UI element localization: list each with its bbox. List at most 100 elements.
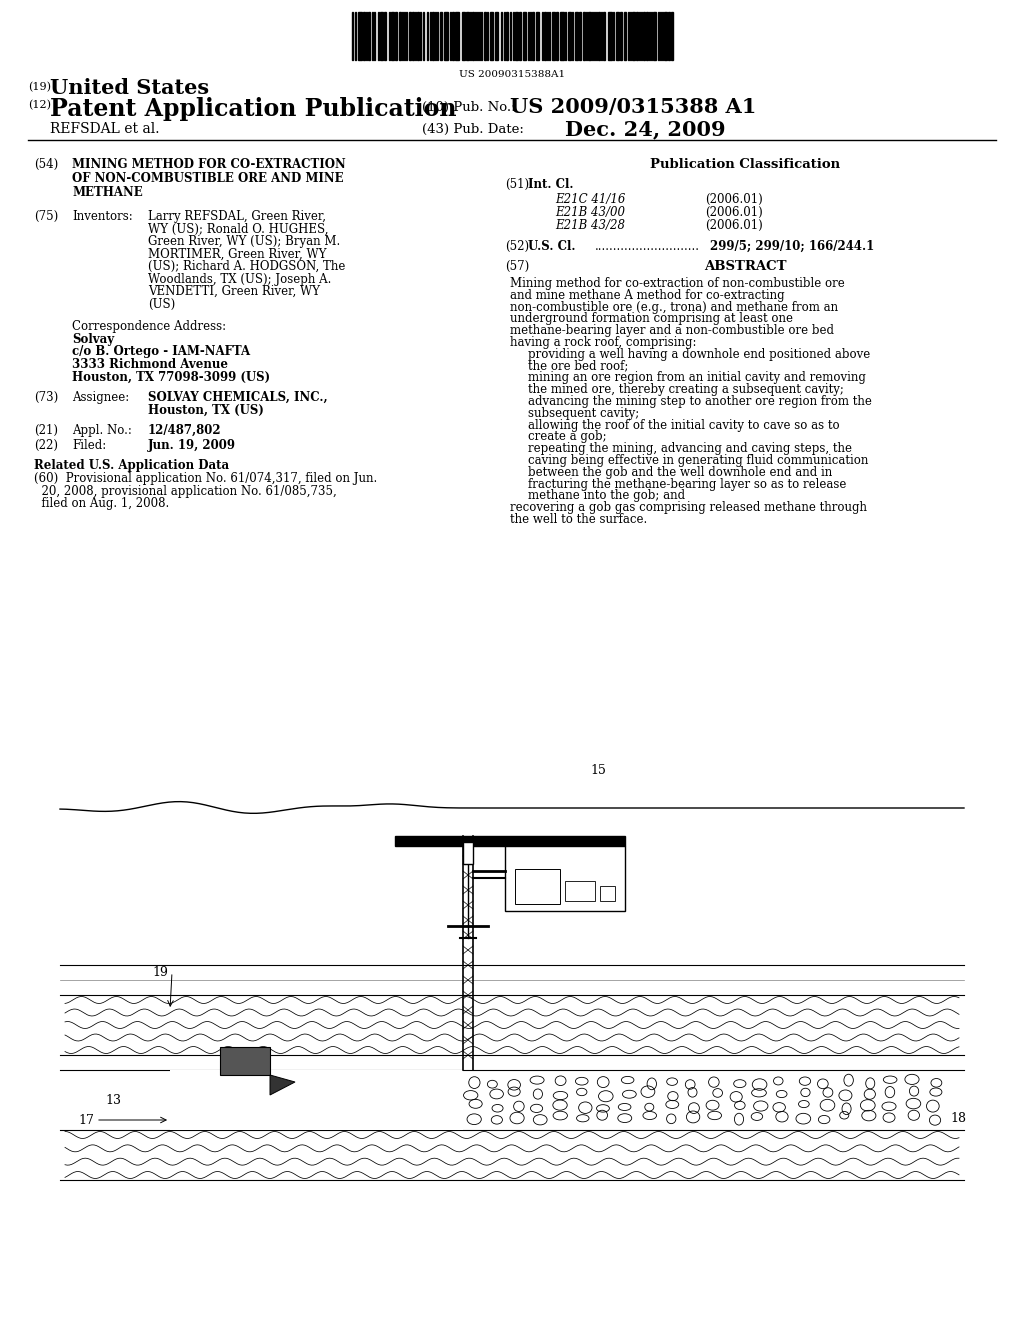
Text: (75): (75) [34, 210, 58, 223]
Text: subsequent cavity;: subsequent cavity; [528, 407, 639, 420]
Text: United States: United States [50, 78, 209, 98]
Text: Patent Application Publication: Patent Application Publication [50, 96, 457, 121]
Text: Int. Cl.: Int. Cl. [528, 178, 573, 191]
Bar [671, 12, 673, 59]
Bar [170, 1071, 463, 1130]
Bar [519, 12, 521, 59]
Bar [575, 12, 578, 59]
Bar [568, 12, 571, 59]
Bar [395, 12, 397, 59]
Text: US 2009/0315388 A1: US 2009/0315388 A1 [510, 96, 757, 117]
Text: repeating the mining, advancing and caving steps, the: repeating the mining, advancing and cavi… [528, 442, 852, 455]
Text: Green River, WY (US); Bryan M.: Green River, WY (US); Bryan M. [148, 235, 340, 248]
Text: E21B 43/28: E21B 43/28 [555, 219, 625, 232]
Text: REFSDAL et al.: REFSDAL et al. [50, 121, 160, 136]
Bar [523, 12, 526, 59]
Bar [384, 12, 386, 59]
Text: the mined ore, thereby creating a subsequent cavity;: the mined ore, thereby creating a subseq… [528, 383, 844, 396]
Bar [598, 12, 600, 59]
Text: between the gob and the well downhole end and in: between the gob and the well downhole en… [528, 466, 833, 479]
Text: 18: 18 [950, 1111, 966, 1125]
Text: 15: 15 [590, 763, 606, 776]
Text: advancing the mining step to another ore region from the: advancing the mining step to another ore… [528, 395, 871, 408]
Text: 16: 16 [220, 1078, 236, 1092]
Text: methane into the gob; and: methane into the gob; and [528, 490, 685, 503]
Text: (US): (US) [148, 297, 175, 310]
Text: 20, 2008, provisional application No. 61/085,735,: 20, 2008, provisional application No. 61… [34, 484, 337, 498]
Text: E21C 41/16: E21C 41/16 [555, 193, 626, 206]
Bar [515, 869, 560, 904]
Bar [556, 12, 558, 59]
Bar [632, 12, 635, 59]
Bar [466, 12, 469, 59]
Text: (12): (12) [28, 100, 51, 111]
Text: allowing the roof of the initial cavity to cave so as to: allowing the roof of the initial cavity … [528, 418, 840, 432]
Bar [624, 12, 626, 59]
Bar [362, 12, 365, 59]
Text: Correspondence Address:: Correspondence Address: [72, 319, 226, 333]
Bar [399, 12, 401, 59]
Text: (57): (57) [505, 260, 529, 273]
Text: E21B 43/00: E21B 43/00 [555, 206, 625, 219]
Bar [495, 12, 498, 59]
Bar [552, 12, 555, 59]
Text: Dec. 24, 2009: Dec. 24, 2009 [565, 119, 726, 139]
Text: caving being effective in generating fluid communication: caving being effective in generating flu… [528, 454, 868, 467]
Text: MINING METHOD FOR CO-EXTRACTION: MINING METHOD FOR CO-EXTRACTION [72, 158, 346, 172]
Text: Solvay: Solvay [72, 333, 114, 346]
Text: Appl. No.:: Appl. No.: [72, 424, 132, 437]
Text: 3333 Richmond Avenue: 3333 Richmond Avenue [72, 358, 228, 371]
Text: Larry REFSDAL, Green River,: Larry REFSDAL, Green River, [148, 210, 326, 223]
Bar [565, 880, 595, 902]
Text: Inventors:: Inventors: [72, 210, 133, 223]
Bar [532, 12, 534, 59]
Text: filed on Aug. 1, 2008.: filed on Aug. 1, 2008. [34, 498, 169, 510]
Bar [417, 12, 419, 59]
Bar [463, 842, 473, 865]
Text: Houston, TX 77098-3099 (US): Houston, TX 77098-3099 (US) [72, 371, 270, 384]
Text: non-combustible ore (e.g., trona) and methane from an: non-combustible ore (e.g., trona) and me… [510, 301, 838, 314]
Bar [452, 12, 454, 59]
Bar [600, 886, 615, 902]
Text: (52): (52) [505, 240, 529, 253]
Bar [506, 12, 508, 59]
Text: METHANE: METHANE [72, 186, 142, 199]
Bar [515, 12, 518, 59]
Text: MORTIMER, Green River, WY: MORTIMER, Green River, WY [148, 248, 327, 260]
Bar [432, 12, 434, 59]
Text: VENDETTI, Green River, WY: VENDETTI, Green River, WY [148, 285, 319, 298]
Text: create a gob;: create a gob; [528, 430, 606, 444]
Text: c/o B. Ortego - IAM-NAFTA: c/o B. Ortego - IAM-NAFTA [72, 346, 250, 359]
Bar [412, 12, 414, 59]
Bar [664, 12, 667, 59]
Bar [579, 12, 581, 59]
Text: Woodlands, TX (US); Joseph A.: Woodlands, TX (US); Joseph A. [148, 272, 332, 285]
Text: Publication Classification: Publication Classification [650, 158, 840, 172]
Bar [472, 12, 474, 59]
Text: (2006.01): (2006.01) [705, 193, 763, 206]
Bar [490, 12, 493, 59]
Text: mining an ore region from an initial cavity and removing: mining an ore region from an initial cav… [528, 371, 866, 384]
Bar [358, 12, 362, 59]
Polygon shape [270, 1074, 295, 1096]
Bar [588, 12, 591, 59]
Text: (2006.01): (2006.01) [705, 206, 763, 219]
Text: (US); Richard A. HODGSON, The: (US); Richard A. HODGSON, The [148, 260, 345, 273]
Text: the ore bed roof;: the ore bed roof; [528, 359, 629, 372]
Text: Houston, TX (US): Houston, TX (US) [148, 404, 264, 417]
Text: Filed:: Filed: [72, 440, 106, 451]
Text: 17: 17 [78, 1114, 94, 1126]
Bar [603, 12, 605, 59]
Text: methane-bearing layer and a non-combustible ore bed: methane-bearing layer and a non-combusti… [510, 325, 834, 337]
Text: Related U.S. Application Data: Related U.S. Application Data [35, 459, 229, 473]
Text: Assignee:: Assignee: [72, 391, 129, 404]
Bar [668, 12, 670, 59]
Text: 299/5; 299/10; 166/244.1: 299/5; 299/10; 166/244.1 [710, 240, 874, 253]
Bar [484, 12, 486, 59]
Text: WY (US); Ronald O. HUGHES,: WY (US); Ronald O. HUGHES, [148, 223, 329, 235]
Bar [636, 12, 638, 59]
Bar [455, 12, 459, 59]
Bar [608, 12, 612, 59]
Bar [409, 12, 411, 59]
Text: (54): (54) [34, 158, 58, 172]
